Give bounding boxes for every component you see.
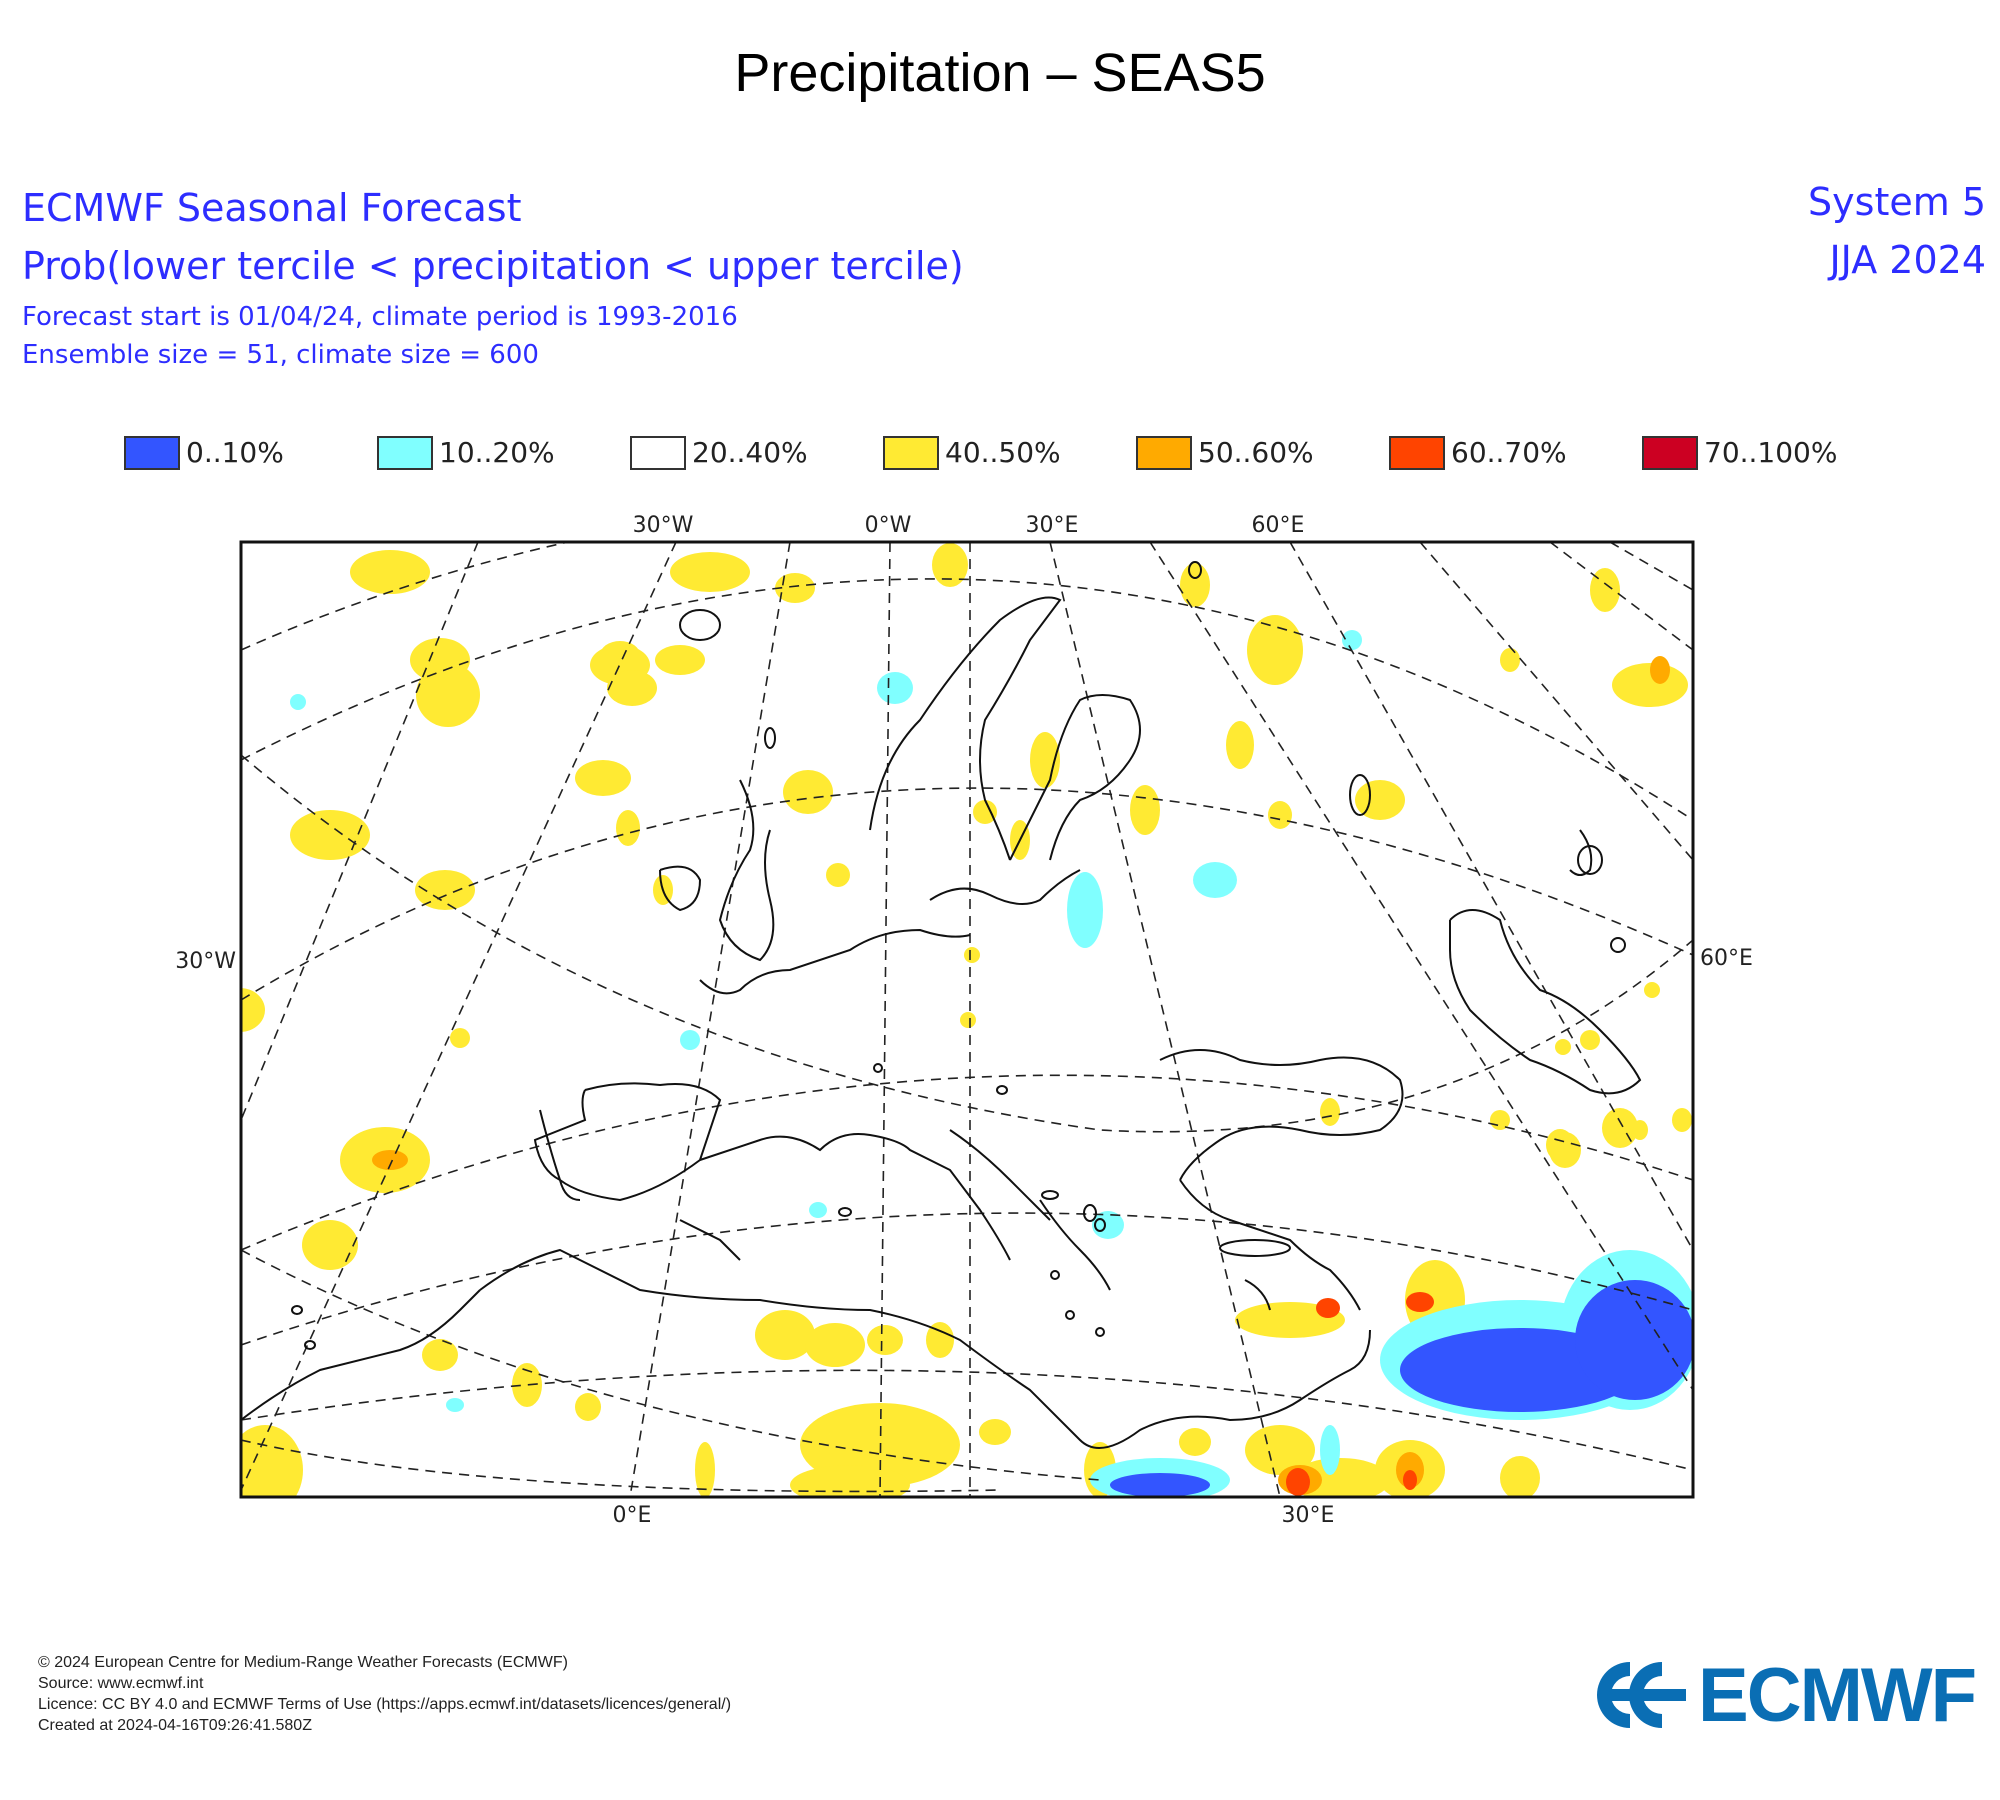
map-frame — [239, 540, 1695, 1499]
system-label: System 5 — [1808, 180, 1986, 224]
source-text: Source: www.ecmwf.int — [38, 1675, 204, 1692]
legend-swatch — [1389, 436, 1445, 470]
legend-swatch — [1136, 436, 1192, 470]
page-title: Precipitation – SEAS5 — [734, 43, 1266, 103]
ecmwf-logo-text: ECMWF — [1698, 1653, 1977, 1738]
island-outlines — [291, 561, 1626, 1350]
ensemble-info: Ensemble size = 51, climate size = 600 — [22, 340, 539, 370]
color-legend: 0..10% 10..20% 20..40% 40..50% 50..60% 6… — [0, 434, 2000, 474]
lon-label-top-2: 0°W — [865, 513, 912, 538]
lat-label-right: 60°E — [1700, 946, 1753, 971]
forecast-title: ECMWF Seasonal Forecast — [22, 186, 522, 230]
forecast-variable: Prob(lower tercile < precipitation < upp… — [22, 244, 964, 288]
legend-label: 50..60% — [1198, 436, 1314, 469]
lon-label-bottom-1: 0°E — [613, 1503, 652, 1528]
footer-credits: © 2024 European Centre for Medium-Range … — [38, 1652, 731, 1736]
legend-swatch — [630, 436, 686, 470]
probability-shading — [241, 543, 1693, 1497]
legend-label: 0..10% — [186, 436, 284, 469]
copyright-text: © 2024 European Centre for Medium-Range … — [38, 1654, 568, 1671]
legend-label: 40..50% — [945, 436, 1061, 469]
lon-label-top-1: 30°W — [633, 513, 694, 538]
legend-swatch — [377, 436, 433, 470]
created-text: Created at 2024-04-16T09:26:41.580Z — [38, 1717, 312, 1734]
legend-swatch — [883, 436, 939, 470]
ecmwf-logo-icon — [1597, 1662, 1686, 1728]
graticule-lines — [241, 542, 1693, 1497]
forecast-start-info: Forecast start is 01/04/24, climate peri… — [22, 302, 738, 332]
legend-label: 20..40% — [692, 436, 808, 469]
lat-label-left: 30°W — [175, 949, 236, 974]
lon-label-top-3: 30°E — [1026, 513, 1079, 538]
coastlines — [241, 596, 1642, 1449]
licence-text: Licence: CC BY 4.0 and ECMWF Terms of Us… — [38, 1696, 732, 1713]
legend-label: 60..70% — [1451, 436, 1567, 469]
lon-label-top-4: 60°E — [1252, 513, 1305, 538]
legend-label: 10..20% — [439, 436, 555, 469]
legend-label: 70..100% — [1704, 436, 1838, 469]
season-label: JJA 2024 — [1829, 238, 1986, 282]
legend-swatch — [1642, 436, 1698, 470]
lon-label-bottom-2: 30°E — [1282, 1503, 1335, 1528]
legend-swatch — [124, 436, 180, 470]
